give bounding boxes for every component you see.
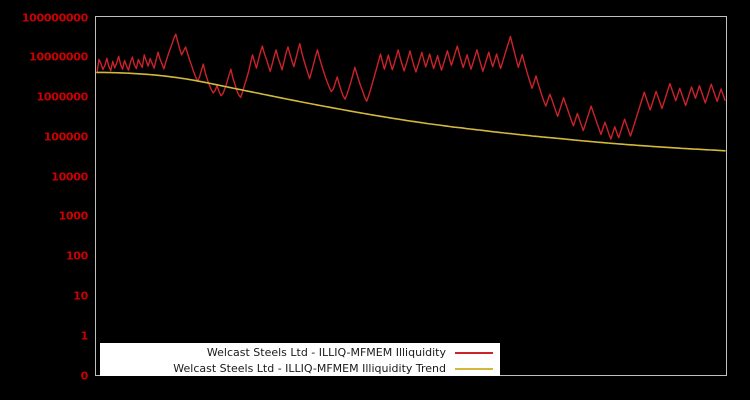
legend-item-illiquidity-trend: Welcast Steels Ltd - ILLIQ-MFMEM Illiqui… — [101, 361, 499, 376]
legend-label-illiquidity: Welcast Steels Ltd - ILLIQ-MFMEM Illiqui… — [206, 346, 446, 359]
y-axis-tick-3: 100000 — [43, 130, 88, 144]
y-axis-tick-6: 100 — [65, 249, 88, 263]
y-axis-tick-2: 1000000 — [36, 90, 89, 104]
chart-legend: Welcast Steels Ltd - ILLIQ-MFMEM Illiqui… — [100, 343, 500, 376]
y-axis-tick-1: 10000000 — [29, 50, 88, 64]
y-axis-tick-9: 0 — [80, 369, 89, 382]
plot-svg — [96, 33, 726, 152]
y-axis-tick-4: 10000 — [51, 170, 88, 184]
legend-swatch-illiquidity — [455, 351, 493, 354]
y-axis-tick-7: 10 — [73, 289, 88, 303]
y-axis-tick-8: 1 — [80, 329, 89, 343]
legend-swatch-illiquidity-trend — [455, 367, 493, 370]
plot-area — [95, 16, 727, 376]
series-line-illiquidity — [96, 33, 726, 140]
y-axis-tick-0: 100000000 — [21, 11, 88, 24]
legend-item-illiquidity: Welcast Steels Ltd - ILLIQ-MFMEM Illiqui… — [101, 345, 499, 360]
legend-label-illiquidity-trend: Welcast Steels Ltd - ILLIQ-MFMEM Illiqui… — [173, 362, 446, 375]
series-line-illiquidity-trend — [96, 71, 726, 152]
y-axis-tick-5: 1000 — [58, 209, 89, 223]
